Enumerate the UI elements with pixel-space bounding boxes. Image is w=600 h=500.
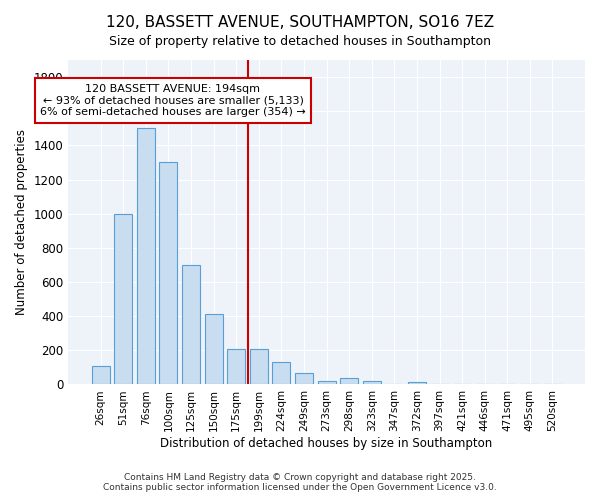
Text: 120 BASSETT AVENUE: 194sqm
← 93% of detached houses are smaller (5,133)
6% of se: 120 BASSETT AVENUE: 194sqm ← 93% of deta… xyxy=(40,84,306,117)
Text: Contains HM Land Registry data © Crown copyright and database right 2025.
Contai: Contains HM Land Registry data © Crown c… xyxy=(103,472,497,492)
Bar xyxy=(114,214,133,384)
Bar xyxy=(363,381,381,384)
Bar xyxy=(272,362,290,384)
Bar xyxy=(160,162,178,384)
Bar xyxy=(205,314,223,384)
Bar xyxy=(182,265,200,384)
Text: Size of property relative to detached houses in Southampton: Size of property relative to detached ho… xyxy=(109,35,491,48)
Text: 120, BASSETT AVENUE, SOUTHAMPTON, SO16 7EZ: 120, BASSETT AVENUE, SOUTHAMPTON, SO16 7… xyxy=(106,15,494,30)
Y-axis label: Number of detached properties: Number of detached properties xyxy=(15,129,28,315)
Bar xyxy=(250,348,268,384)
Bar xyxy=(408,382,426,384)
Bar xyxy=(92,366,110,384)
Bar xyxy=(295,372,313,384)
Bar xyxy=(317,381,335,384)
X-axis label: Distribution of detached houses by size in Southampton: Distribution of detached houses by size … xyxy=(160,437,493,450)
Bar xyxy=(137,128,155,384)
Bar xyxy=(340,378,358,384)
Bar xyxy=(227,348,245,384)
